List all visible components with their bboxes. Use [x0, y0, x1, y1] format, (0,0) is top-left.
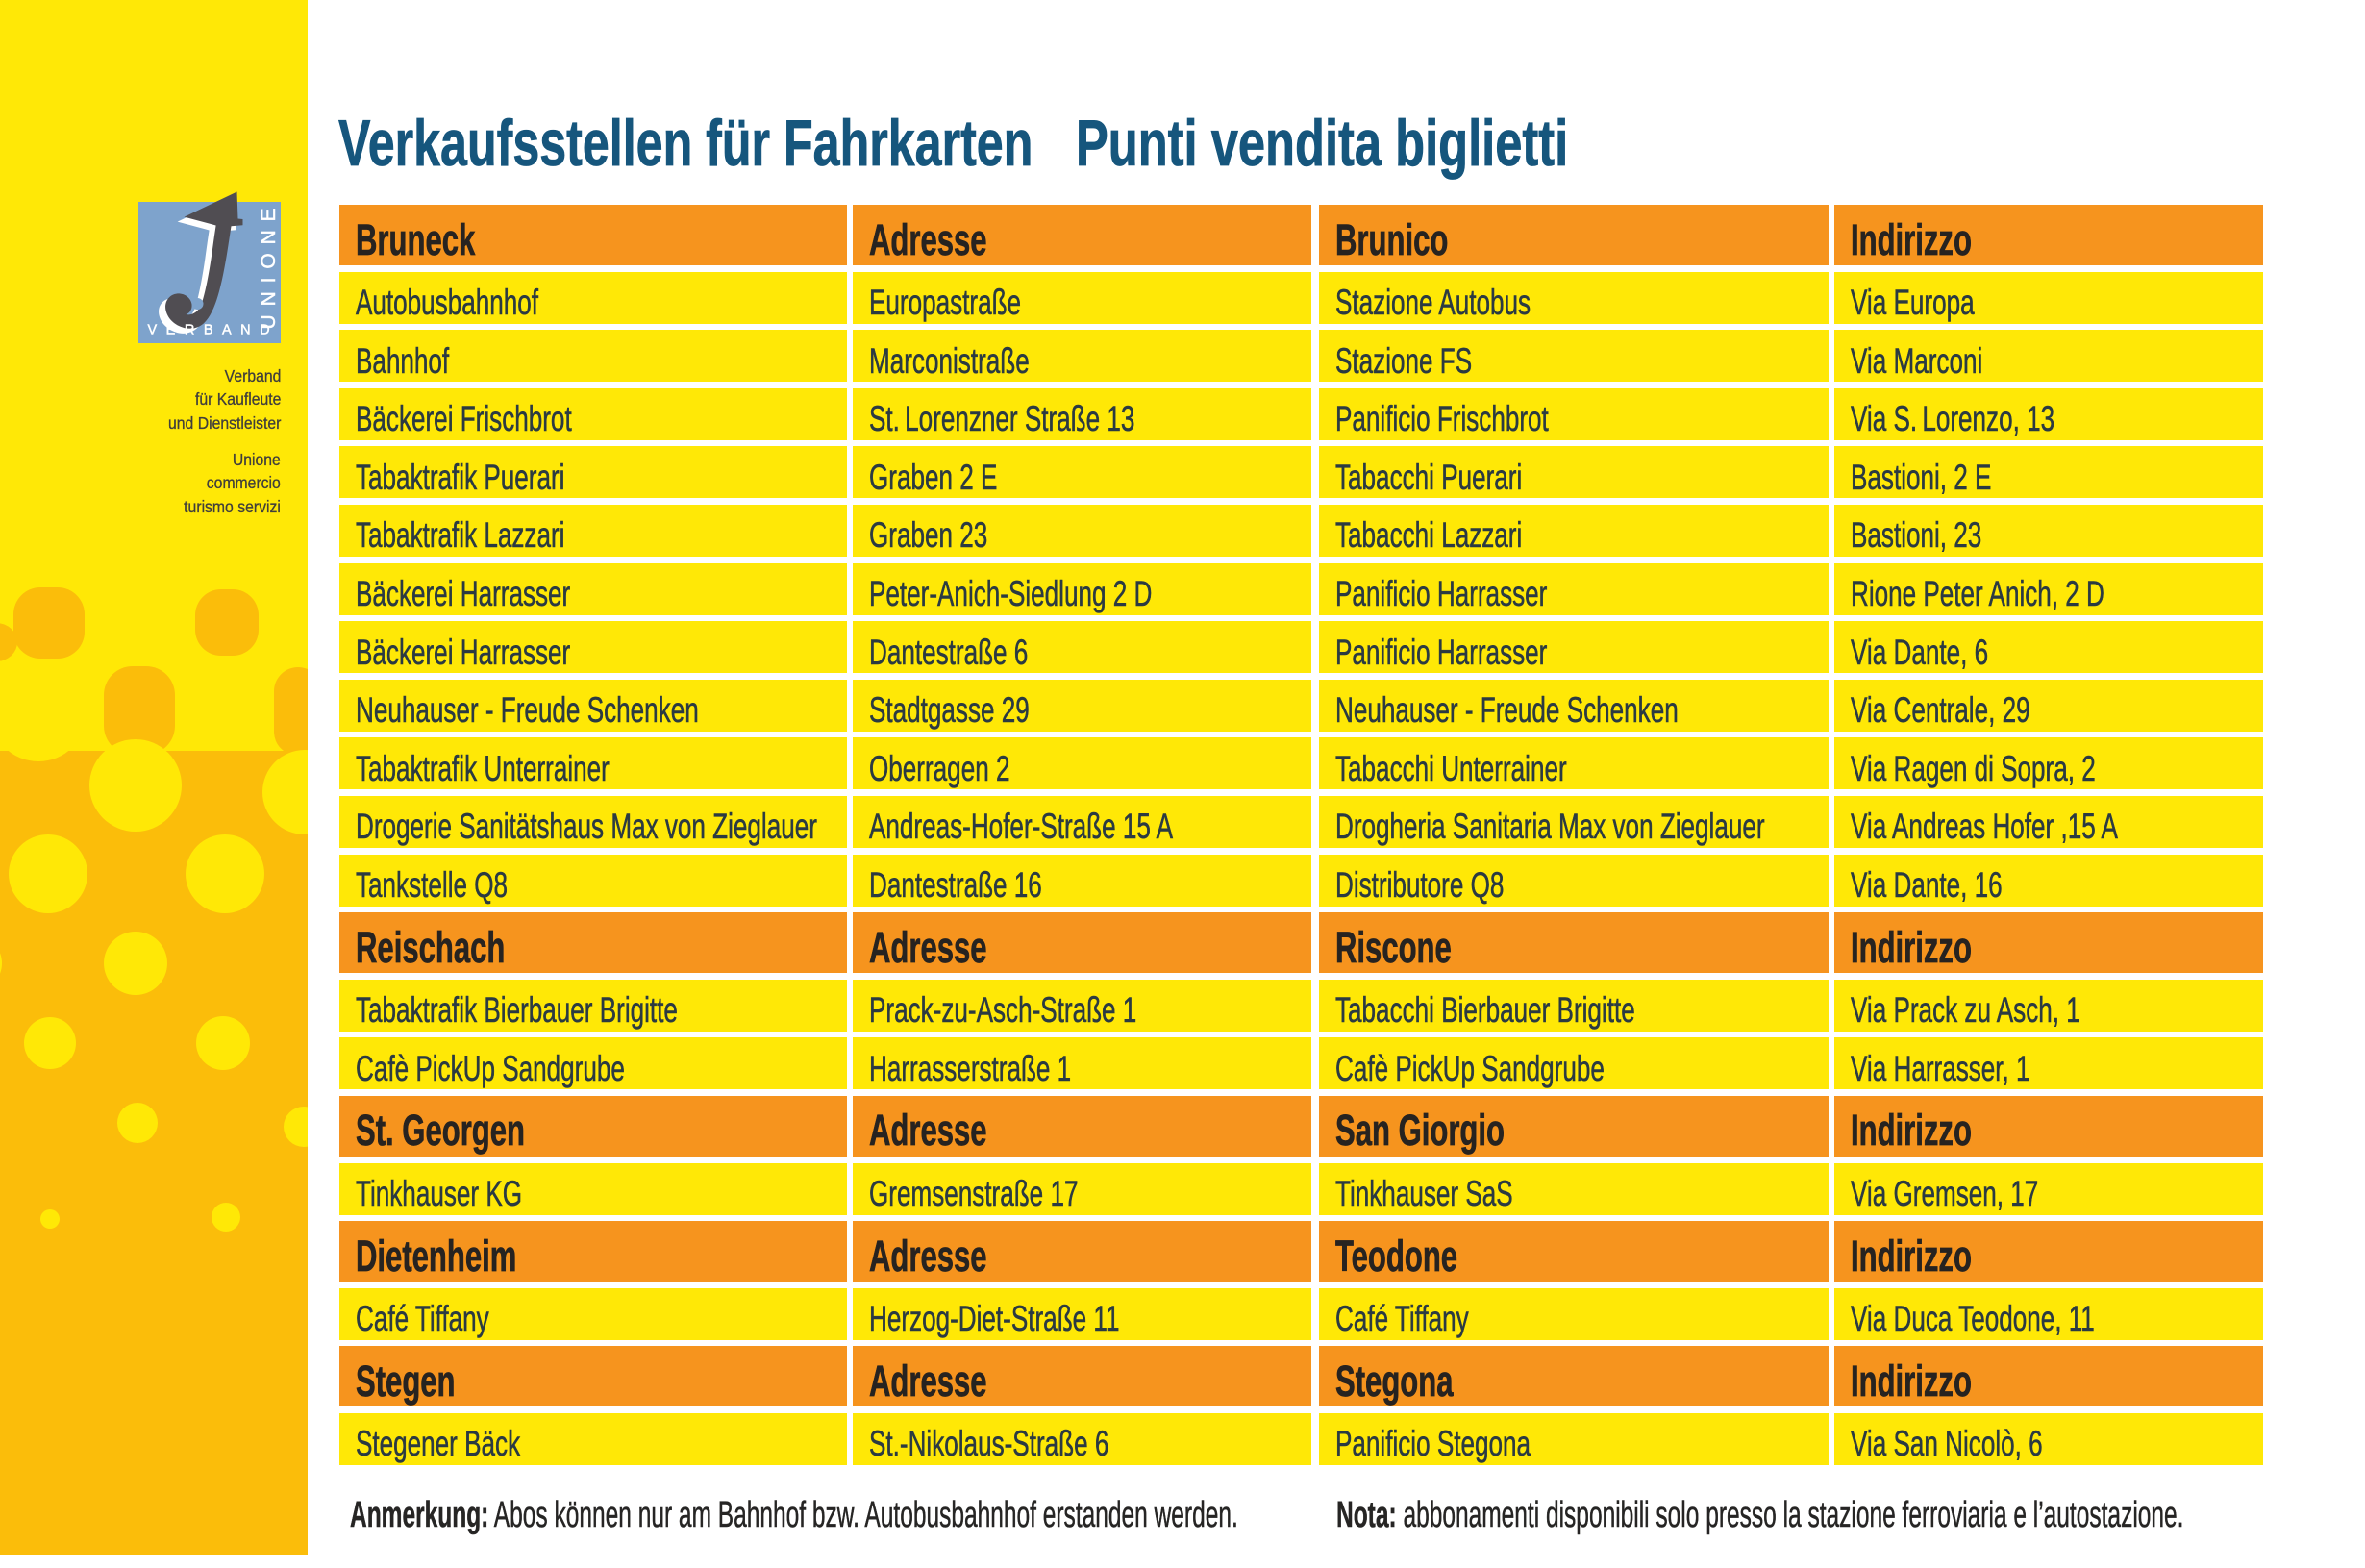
svg-text:VERBAND: VERBAND	[148, 323, 280, 338]
svg-text:UNIONE: UNIONE	[258, 199, 280, 329]
